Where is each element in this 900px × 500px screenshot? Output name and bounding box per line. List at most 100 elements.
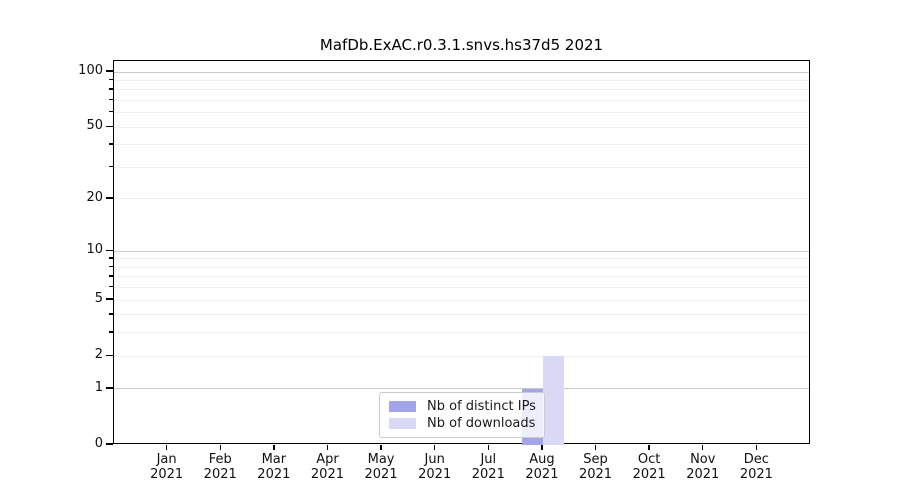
gridline-major — [114, 71, 809, 73]
gridline-minor — [114, 166, 809, 168]
x-tick-mark — [380, 445, 382, 450]
x-tick-label-line: Jun — [424, 452, 445, 467]
legend: Nb of distinct IPs Nb of downloads — [379, 392, 545, 438]
y-tick-mark — [106, 125, 113, 127]
gridline-minor — [114, 112, 809, 114]
x-tick-mark — [702, 445, 704, 450]
x-tick-label-line: 2021 — [310, 467, 344, 482]
y-minor-tick-mark — [109, 143, 113, 145]
x-tick-mark — [594, 445, 597, 450]
legend-swatch — [389, 418, 416, 429]
bar-nb-of-downloads — [542, 356, 564, 445]
x-tick-label-line: 2021 — [739, 467, 773, 482]
x-tick-label-line: Sep — [583, 452, 608, 467]
gridline-major — [114, 388, 809, 390]
y-minor-tick-mark — [109, 286, 113, 288]
gridline-minor — [114, 266, 809, 268]
x-tick-label-line: 2021 — [203, 467, 237, 482]
gridline-minor — [114, 144, 809, 146]
gridline-minor — [114, 276, 809, 278]
x-tick-label: Aug 2021 — [514, 452, 570, 482]
x-tick-label: Jun 2021 — [407, 452, 463, 482]
x-tick-label-line: Dec — [743, 452, 769, 467]
x-tick-label-line: 2021 — [364, 467, 398, 482]
y-tick-mark — [106, 298, 113, 300]
x-tick-label: Oct 2021 — [621, 452, 677, 482]
gridline-minor — [114, 79, 809, 81]
y-tick-label: 10 — [86, 242, 103, 258]
x-tick-label-line: Feb — [208, 452, 232, 467]
x-tick-label-line: 2021 — [686, 467, 720, 482]
legend-entry: Nb of distinct IPs — [388, 398, 536, 415]
gridline-major — [114, 250, 809, 252]
legend-label: Nb of downloads — [427, 416, 536, 431]
x-tick-label: May 2021 — [353, 452, 409, 482]
gridline-minor — [114, 99, 809, 101]
x-tick-label-line: 2021 — [418, 467, 452, 482]
x-tick-mark — [165, 445, 168, 450]
x-tick-label-line: Mar — [261, 452, 287, 467]
y-tick-label: 5 — [94, 291, 103, 307]
y-tick-mark — [106, 197, 113, 199]
x-tick-label-line: 2021 — [471, 467, 505, 482]
y-tick-label: 1 — [94, 379, 103, 395]
x-tick-label: Jul 2021 — [460, 452, 516, 482]
y-minor-tick-mark — [109, 257, 113, 259]
x-tick-mark — [648, 445, 650, 450]
x-tick-label: Nov 2021 — [675, 452, 731, 482]
gridline-minor — [114, 355, 809, 357]
legend-label: Nb of distinct IPs — [427, 399, 536, 414]
y-minor-tick-mark — [109, 111, 113, 113]
x-tick-label-line: May — [367, 452, 395, 467]
x-tick-mark — [273, 445, 275, 450]
x-tick-mark — [541, 445, 543, 450]
x-tick-label-line: Aug — [529, 452, 555, 467]
y-minor-tick-mark — [109, 165, 113, 168]
y-tick-label: 0 — [94, 436, 103, 451]
gridline-minor — [114, 126, 809, 128]
x-tick-label: Sep 2021 — [568, 452, 624, 482]
x-tick-label: Dec 2021 — [728, 452, 784, 482]
y-tick-mark — [106, 387, 113, 389]
y-minor-tick-mark — [109, 88, 113, 90]
y-tick-label: 20 — [86, 189, 103, 205]
x-tick-label-line: Oct — [637, 452, 661, 467]
y-tick-label: 100 — [78, 63, 103, 78]
x-tick-label: Jan 2021 — [139, 452, 195, 482]
gridline-minor — [114, 89, 809, 91]
x-tick-mark — [755, 445, 758, 450]
x-tick-mark — [326, 445, 329, 450]
y-minor-tick-mark — [109, 98, 113, 101]
legend-swatch — [389, 401, 416, 412]
y-minor-tick-mark — [109, 313, 113, 315]
x-tick-mark — [487, 445, 489, 450]
y-tick-mark — [106, 249, 113, 251]
y-minor-tick-mark — [109, 78, 113, 81]
x-tick-label-line: Nov — [690, 452, 716, 467]
x-tick-label-line: Jan — [156, 452, 177, 467]
x-tick-label-line: Apr — [316, 452, 339, 467]
gridline-minor — [114, 332, 809, 334]
y-tick-mark — [106, 354, 113, 356]
y-minor-tick-mark — [109, 331, 113, 333]
x-tick-label: Feb 2021 — [192, 452, 248, 482]
gridline-minor — [114, 299, 809, 301]
y-minor-tick-mark — [109, 275, 113, 277]
x-tick-mark — [219, 445, 221, 450]
gridline-minor — [114, 258, 809, 260]
plot-area: Nb of distinct IPs Nb of downloads — [113, 60, 810, 445]
y-tick-mark — [106, 443, 113, 445]
gridline-minor — [114, 198, 809, 200]
x-tick-label-line: 2021 — [150, 467, 184, 482]
y-tick-label: 50 — [86, 118, 103, 134]
y-tick-mark — [106, 70, 113, 72]
x-tick-label-line: 2021 — [578, 467, 613, 482]
chart-title: MafDb.ExAC.r0.3.1.snvs.hs37d5 2021 — [319, 36, 604, 54]
x-tick-label: Mar 2021 — [246, 452, 302, 482]
x-tick-mark — [433, 445, 436, 450]
gridline-minor — [114, 314, 809, 316]
x-tick-label-line: 2021 — [632, 467, 666, 482]
legend-entry: Nb of downloads — [388, 415, 536, 432]
x-tick-label-line: 2021 — [525, 467, 559, 482]
